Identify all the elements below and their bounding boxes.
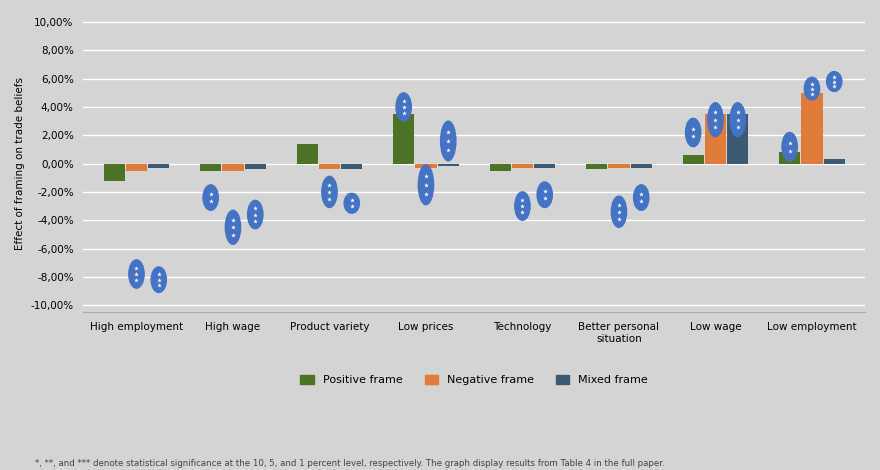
Bar xyxy=(415,164,436,168)
Bar xyxy=(631,164,652,168)
Bar xyxy=(319,164,340,169)
Bar xyxy=(779,152,800,164)
Ellipse shape xyxy=(203,185,218,210)
Ellipse shape xyxy=(826,71,842,92)
Ellipse shape xyxy=(225,210,240,244)
Bar xyxy=(104,164,125,180)
Ellipse shape xyxy=(537,182,553,207)
Legend: Positive frame, Negative frame, Mixed frame: Positive frame, Negative frame, Mixed fr… xyxy=(296,370,652,390)
Bar xyxy=(683,155,704,164)
Ellipse shape xyxy=(612,196,627,227)
Ellipse shape xyxy=(634,185,649,210)
Bar xyxy=(727,114,748,164)
Ellipse shape xyxy=(344,193,359,213)
Bar xyxy=(608,164,629,168)
Bar xyxy=(341,164,363,169)
Text: *, **, and *** denote statistical significance at the 10, 5, and 1 percent level: *, **, and *** denote statistical signif… xyxy=(35,459,664,468)
Ellipse shape xyxy=(804,77,819,100)
Ellipse shape xyxy=(686,118,700,147)
Ellipse shape xyxy=(247,200,263,229)
Bar xyxy=(489,164,510,171)
Ellipse shape xyxy=(418,165,434,204)
Ellipse shape xyxy=(322,176,337,207)
Bar xyxy=(245,164,266,169)
Ellipse shape xyxy=(782,133,797,161)
Bar xyxy=(512,164,533,168)
Bar xyxy=(126,164,147,171)
Bar xyxy=(534,164,555,168)
Bar xyxy=(586,164,607,169)
Bar xyxy=(393,114,414,164)
Bar xyxy=(824,159,845,164)
Ellipse shape xyxy=(515,192,530,220)
Bar xyxy=(705,114,726,164)
Bar xyxy=(297,144,318,164)
Ellipse shape xyxy=(151,267,166,292)
Ellipse shape xyxy=(730,103,745,137)
Ellipse shape xyxy=(708,103,723,137)
Bar xyxy=(437,164,458,166)
Bar xyxy=(200,164,221,171)
Bar xyxy=(223,164,244,171)
Bar xyxy=(148,164,169,168)
Bar xyxy=(802,93,823,164)
Ellipse shape xyxy=(128,260,144,288)
Y-axis label: Effect of framing on trade beliefs: Effect of framing on trade beliefs xyxy=(15,77,25,250)
Ellipse shape xyxy=(396,93,411,121)
Ellipse shape xyxy=(441,121,456,161)
